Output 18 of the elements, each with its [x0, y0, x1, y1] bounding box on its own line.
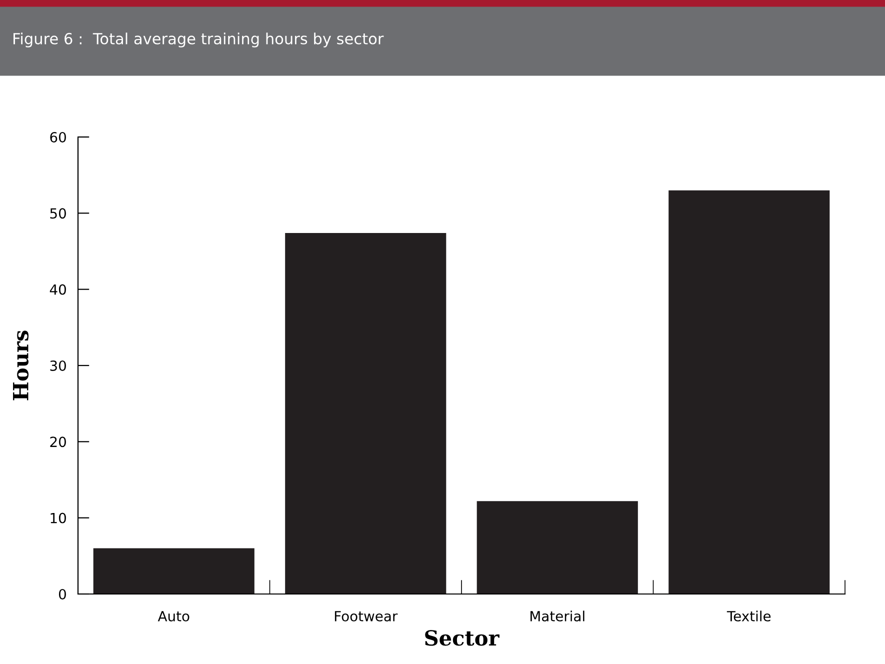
x-tick-label: Material	[530, 610, 584, 622]
x-tick-label: Textile	[726, 610, 771, 622]
chart-title: Figure 6 : Total average training hours by sector	[14, 32, 384, 48]
y-axis-title: Hours	[13, 330, 29, 400]
y-tick-label: 10	[50, 512, 66, 524]
x-tick-label: Footwear	[334, 611, 398, 622]
x-axis-title: Sector	[425, 630, 500, 646]
bar	[93, 548, 254, 594]
bar	[285, 232, 446, 594]
y-tick-label: 60	[50, 132, 66, 142]
y-tick-label: 30	[50, 360, 66, 371]
y-tick-label: 20	[50, 436, 66, 448]
y-tick-label: 40	[50, 284, 66, 295]
bar	[476, 501, 638, 594]
y-tick-label: 50	[50, 208, 66, 219]
bar	[668, 190, 830, 594]
x-tick-label: Auto	[158, 611, 190, 622]
y-tick-label: 0	[58, 588, 66, 600]
